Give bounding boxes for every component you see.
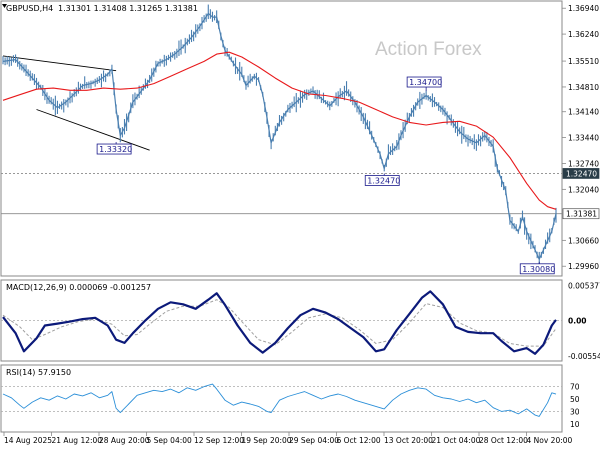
time-tick-label: 12 Sep 12:00 xyxy=(194,436,244,445)
price-line xyxy=(2,12,557,260)
price-panel-frame xyxy=(0,0,563,277)
macd-panel: 0.005377 0.00 -0.005543 xyxy=(1,282,600,361)
collapse-triangle-icon xyxy=(2,4,7,8)
time-tick-label: 21 Oct 04:00 xyxy=(432,436,481,445)
macd-signal-line xyxy=(2,299,557,347)
time-tick-label: 13 Oct 20:00 xyxy=(384,436,433,445)
time-tick-label: 21 Aug 12:00 xyxy=(52,436,103,445)
chart-header-quote: 1.31301 1.31408 1.31265 1.31381 xyxy=(58,4,198,13)
price-panel: 1.36940 1.36240 1.35510 1.34810 1.34140 1.334… xyxy=(1,4,600,275)
time-tick-label: 28 Aug 20:00 xyxy=(99,436,150,445)
price-tick-label: 1.32040 xyxy=(568,185,599,194)
price-tick-label: 1.30660 xyxy=(568,236,599,245)
level-label: 1.34700 xyxy=(409,78,442,87)
price-tick-label: 1.32740 xyxy=(568,159,599,168)
level-label: 1.32470 xyxy=(367,176,400,185)
price-tick-label: 1.33440 xyxy=(568,134,599,143)
chart-header-symbol: GBPUSD,H4 xyxy=(6,4,53,13)
trendline xyxy=(2,55,117,72)
time-tick-label: 5 Sep 04:00 xyxy=(147,436,193,445)
time-tick-label: 14 Aug 2025 xyxy=(4,436,52,445)
time-tick-label: 6 Oct 12:00 xyxy=(337,436,381,445)
price-level-tag-label: 1.32470 xyxy=(566,169,597,178)
rsi-panel: 70 50 30 10 xyxy=(1,383,580,429)
level-box xyxy=(96,143,132,155)
moving-average-line xyxy=(2,51,557,210)
level-label: 1.33320 xyxy=(99,145,132,154)
rsi-header: RSI(14) 57.9150 xyxy=(6,368,71,377)
price-tick-label: 1.36940 xyxy=(568,4,599,13)
rsi-tick-label: 30 xyxy=(570,407,580,416)
price-tick-label: 1.36240 xyxy=(568,30,599,39)
time-tick-label: 28 Oct 12:00 xyxy=(479,436,528,445)
level-box xyxy=(519,263,555,275)
rsi-tick-label: 50 xyxy=(570,395,580,404)
level-label: 1.30080 xyxy=(522,265,555,274)
price-tick-label: 1.34810 xyxy=(568,83,599,92)
macd-header: MACD(12,26,9) 0.000069 -0.001257 xyxy=(6,283,151,292)
price-tick-label: 1.29960 xyxy=(568,262,599,271)
level-box xyxy=(406,76,442,88)
price-level-tag-label: 1.31381 xyxy=(566,210,597,219)
rsi-panel-frame xyxy=(0,364,563,433)
time-tick-label: 29 Sep 04:00 xyxy=(289,436,339,445)
macd-line xyxy=(2,290,557,355)
time-tick-label: 4 Nov 20:00 xyxy=(527,436,573,445)
rsi-tick-label: 10 xyxy=(570,420,580,429)
rsi-line xyxy=(2,383,557,417)
watermark: Action Forex xyxy=(375,39,482,60)
trendline xyxy=(36,109,150,151)
macd-tick-label: -0.005543 xyxy=(568,352,600,361)
macd-tick-label: 0.00 xyxy=(568,316,587,325)
price-tick-label: 1.35510 xyxy=(568,57,599,66)
macd-tick-label: 0.005377 xyxy=(568,282,600,291)
price-level-tag xyxy=(562,168,600,179)
rsi-tick-label: 70 xyxy=(570,383,580,392)
level-box xyxy=(364,175,400,186)
price-level-tag xyxy=(562,208,600,220)
time-tick-label: 19 Sep 20:00 xyxy=(242,436,292,445)
price-tick-label: 1.34140 xyxy=(568,108,599,117)
